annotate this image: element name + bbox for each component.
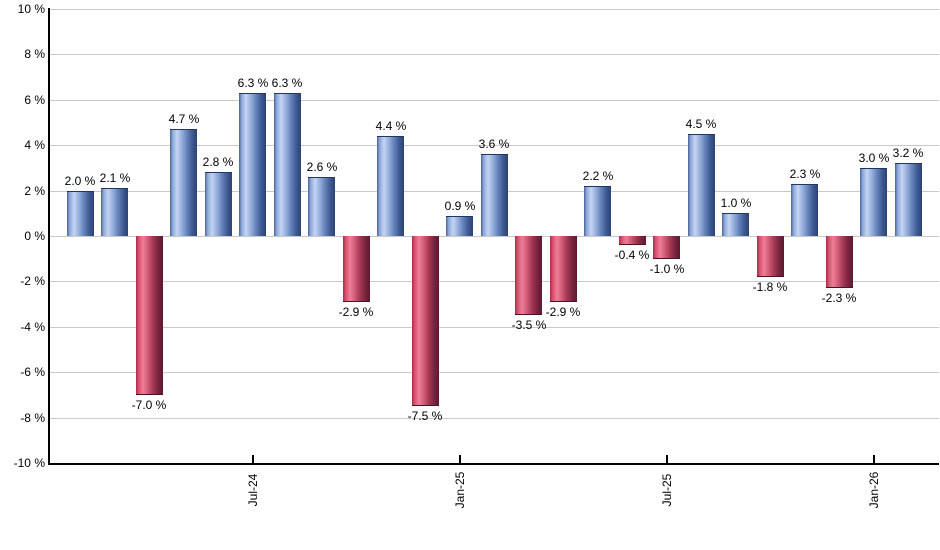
y-axis-label: 4 % — [24, 138, 45, 152]
x-axis-label: Jan-26 — [867, 471, 881, 509]
bar-positive — [446, 216, 473, 236]
gridline — [50, 281, 939, 282]
bar-positive — [205, 172, 232, 236]
y-axis-label: 8 % — [24, 47, 45, 61]
bar-value-label: 6.3 % — [237, 76, 269, 90]
bar-positive — [274, 93, 301, 236]
bar-positive — [584, 186, 611, 236]
bar-value-label: -0.4 % — [614, 248, 650, 262]
y-axis-label: 0 % — [24, 229, 45, 243]
bar-value-label: 4.7 % — [168, 112, 200, 126]
bar-value-label: 2.2 % — [582, 169, 614, 183]
bar-negative — [619, 236, 646, 245]
y-axis-label: 10 % — [17, 2, 45, 16]
x-axis-label: Jul-25 — [660, 473, 674, 507]
bar-value-label: -1.0 % — [649, 262, 685, 276]
bar-positive — [481, 154, 508, 236]
bar-negative — [412, 236, 439, 406]
bar-positive — [860, 168, 887, 236]
y-axis-line — [48, 8, 50, 465]
bar-value-label: 1.0 % — [720, 196, 752, 210]
y-axis-label: 2 % — [24, 184, 45, 198]
bar-positive — [791, 184, 818, 236]
gridline — [50, 145, 939, 146]
y-axis-label: -6 % — [20, 365, 45, 379]
bar-value-label: -2.3 % — [821, 291, 857, 305]
bar-value-label: 0.9 % — [444, 199, 476, 213]
bar-value-label: -3.5 % — [511, 318, 547, 332]
bar-positive — [170, 129, 197, 236]
gridline — [50, 236, 939, 237]
bar-positive — [377, 136, 404, 236]
y-axis-label: -10 % — [13, 456, 45, 470]
bar-negative — [550, 236, 577, 302]
x-axis-line — [48, 463, 939, 465]
x-tick — [666, 455, 668, 463]
x-tick — [252, 455, 254, 463]
y-axis-label: -2 % — [20, 274, 45, 288]
bar-positive — [722, 213, 749, 236]
bar-positive — [308, 177, 335, 236]
x-axis-label: Jul-24 — [246, 473, 260, 507]
gridline — [50, 372, 939, 373]
bar-value-label: -2.9 % — [338, 305, 374, 319]
x-tick — [459, 455, 461, 463]
bar-value-label: -7.5 % — [407, 409, 443, 423]
bar-negative — [757, 236, 784, 277]
bar-positive — [895, 163, 922, 236]
bar-positive — [239, 93, 266, 236]
bar-value-label: -1.8 % — [752, 280, 788, 294]
bar-value-label: 4.5 % — [685, 117, 717, 131]
gridline — [50, 9, 939, 10]
bar-value-label: 3.6 % — [478, 137, 510, 151]
bar-value-label: 2.6 % — [306, 160, 338, 174]
bar-value-label: 3.2 % — [892, 146, 924, 160]
y-axis-label: -8 % — [20, 411, 45, 425]
bar-positive — [101, 188, 128, 236]
bar-value-label: 2.1 % — [99, 171, 131, 185]
bar-positive — [67, 191, 94, 236]
gridline — [50, 54, 939, 55]
bar-value-label: -7.0 % — [131, 398, 167, 412]
bar-negative — [653, 236, 680, 259]
bar-value-label: 2.0 % — [64, 174, 96, 188]
bar-negative — [136, 236, 163, 395]
gridline — [50, 418, 939, 419]
x-tick — [873, 455, 875, 463]
gridline — [50, 100, 939, 101]
bar-negative — [343, 236, 370, 302]
x-axis-label: Jan-25 — [453, 471, 467, 509]
y-axis-label: -4 % — [20, 320, 45, 334]
bar-value-label: 6.3 % — [271, 76, 303, 90]
bar-value-label: -2.9 % — [545, 305, 581, 319]
gridline — [50, 327, 939, 328]
bar-value-label: 3.0 % — [858, 151, 890, 165]
bar-negative — [515, 236, 542, 315]
bar-positive — [688, 134, 715, 236]
y-axis-label: 6 % — [24, 93, 45, 107]
bar-value-label: 2.3 % — [789, 167, 821, 181]
bar-negative — [826, 236, 853, 288]
bar-value-label: 2.8 % — [202, 155, 234, 169]
bar-value-label: 4.4 % — [375, 119, 407, 133]
